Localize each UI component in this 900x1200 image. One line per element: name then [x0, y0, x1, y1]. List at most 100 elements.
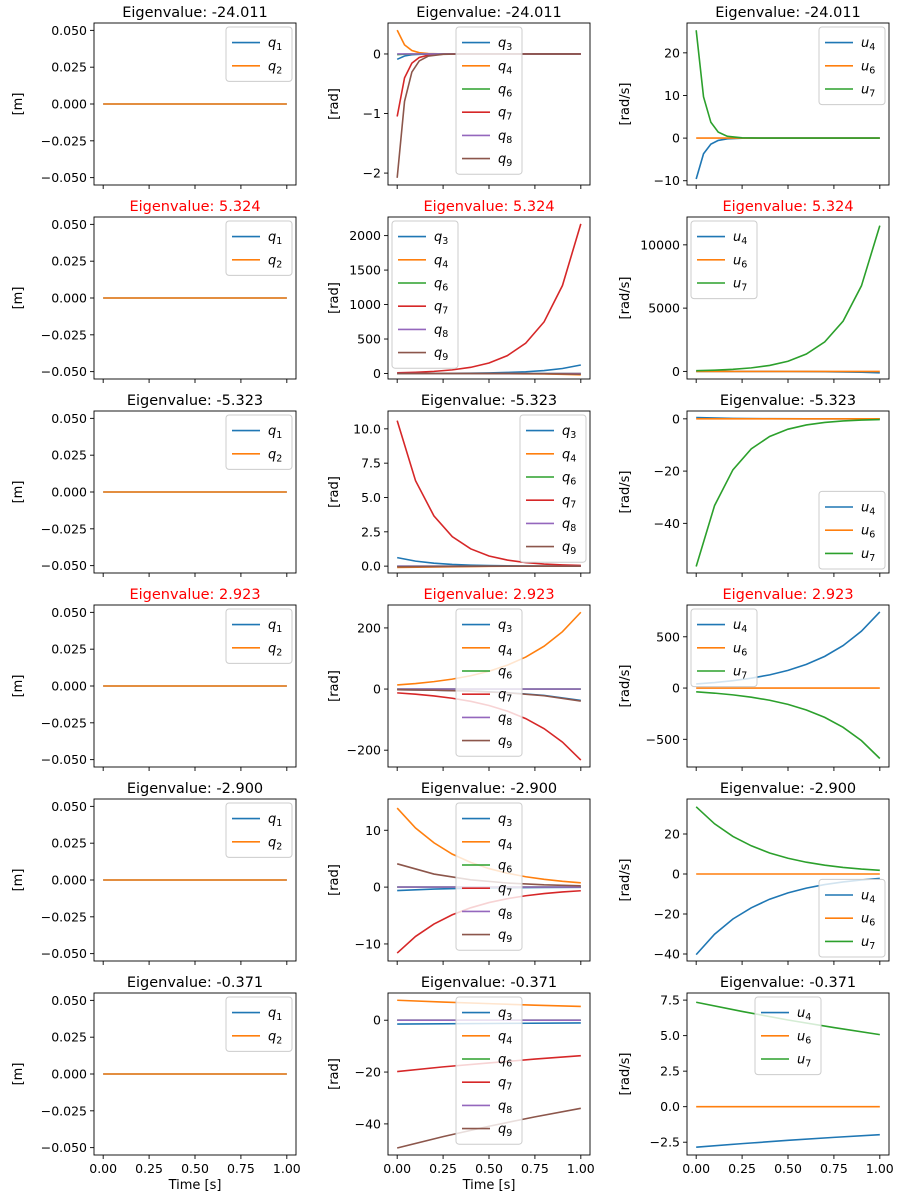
- subplot-title: Eigenvalue: -0.371: [720, 975, 856, 991]
- x-tick-label: 0.25: [429, 1161, 457, 1176]
- legend-subscript: 2: [276, 453, 282, 464]
- legend-subscript: 6: [869, 530, 875, 541]
- x-tick-label: 0.75: [820, 1161, 848, 1176]
- legend-subscript: 2: [276, 259, 282, 270]
- y-tick-label: 0.025: [51, 60, 87, 75]
- subplot-r6-c3: Eigenvalue: -0.371 −2.5 0.0 2.5 5.0 7.5 0.00 0.…: [618, 975, 894, 1176]
- y-tick-label: 500: [357, 332, 381, 347]
- subplot-title: Eigenvalue: 5.324: [129, 199, 260, 215]
- x-tick-label: 0.50: [774, 1161, 802, 1176]
- legend-subscript: 1: [276, 236, 282, 247]
- y-tick-label: 500: [656, 629, 680, 644]
- legend-subscript: 1: [276, 1012, 282, 1023]
- y-tick-label: 20: [664, 827, 680, 842]
- y-tick-label: −2.5: [650, 1135, 680, 1150]
- subplot-r6-c1: Eigenvalue: -0.371 −0.050 −0.025 0.000 0.025…: [11, 975, 301, 1193]
- series-line-u7: [695, 806, 880, 872]
- y-tick-label: 0: [373, 880, 381, 895]
- series-line-q9: [397, 565, 581, 568]
- y-axis-label: [m]: [11, 93, 26, 116]
- y-tick-label: −20: [654, 907, 680, 922]
- y-tick-label: −200: [347, 743, 381, 758]
- subplot-r5-c1: Eigenvalue: -2.900 −0.050 −0.025 0.000 0.025…: [11, 781, 297, 965]
- y-tick-label: 1000: [349, 297, 381, 312]
- y-tick-label: 0.000: [51, 873, 87, 888]
- legend-frame: [391, 220, 459, 369]
- legend-frame: [225, 608, 293, 664]
- y-tick-label: −2: [363, 166, 381, 181]
- y-tick-label: 0.0: [660, 1099, 680, 1114]
- subplot-title: Eigenvalue: 5.324: [722, 199, 853, 215]
- y-tick-label: −0.050: [41, 558, 87, 573]
- y-tick-label: 5000: [648, 301, 680, 316]
- legend-subscript: 9: [506, 934, 512, 945]
- y-tick-label: 0.025: [51, 836, 87, 851]
- legend-subscript: 6: [506, 89, 512, 100]
- legend-subscript: 6: [442, 283, 448, 294]
- subplot-r3-c2: Eigenvalue: -5.323 0.0 2.5 5.0 7.5 10.0 [rad] q…: [327, 393, 591, 577]
- legend-subscript: 9: [442, 352, 448, 363]
- legend-subscript: 7: [869, 553, 875, 564]
- legend-subscript: 2: [276, 841, 282, 852]
- y-tick-label: 2.5: [660, 1064, 680, 1079]
- legend-subscript: 4: [442, 259, 448, 270]
- y-tick-label: 5.0: [361, 490, 381, 505]
- y-tick-label: 0.025: [51, 642, 87, 657]
- y-tick-label: 0: [672, 131, 680, 146]
- x-tick-label: 1.00: [273, 1161, 301, 1176]
- y-tick-label: 2000: [349, 228, 381, 243]
- legend-frame: [455, 26, 523, 175]
- legend-subscript: 4: [506, 647, 512, 658]
- x-axis-label: Time [s]: [462, 1178, 516, 1193]
- legend-subscript: 8: [442, 329, 448, 340]
- subplot-title: Eigenvalue: -2.900: [127, 781, 263, 797]
- y-axis-label: [rad/s]: [618, 859, 633, 902]
- y-tick-label: −10: [654, 173, 680, 188]
- y-tick-label: −0.050: [41, 170, 87, 185]
- legend-subscript: 2: [276, 1035, 282, 1046]
- y-tick-label: 0.025: [51, 1030, 87, 1045]
- legend-subscript: 7: [869, 941, 875, 952]
- legend-frame: [225, 220, 293, 276]
- y-tick-label: 0.025: [51, 448, 87, 463]
- subplot-title: Eigenvalue: -5.323: [421, 393, 557, 409]
- y-tick-label: −0.025: [41, 909, 87, 924]
- y-tick-label: −10: [355, 936, 381, 951]
- legend-subscript: 6: [741, 647, 747, 658]
- legend-subscript: 8: [506, 911, 512, 922]
- y-tick-label: −0.025: [41, 133, 87, 148]
- series-line-u7: [696, 225, 881, 372]
- y-tick-label: 0.000: [51, 97, 87, 112]
- x-tick-label: 0.50: [181, 1161, 209, 1176]
- legend-subscript: 8: [506, 717, 512, 728]
- subplot-title: Eigenvalue: -5.323: [720, 393, 856, 409]
- y-tick-label: 0.000: [51, 291, 87, 306]
- series-line-u4: [696, 1133, 880, 1148]
- subplot-title: Eigenvalue: -24.011: [122, 5, 268, 21]
- y-tick-label: 0.050: [51, 605, 87, 620]
- y-tick-label: 0.000: [51, 1067, 87, 1082]
- x-tick-label: 0.75: [521, 1161, 549, 1176]
- y-tick-label: 0.025: [51, 254, 87, 269]
- y-tick-label: 0: [373, 46, 381, 61]
- y-tick-label: 0.050: [51, 411, 87, 426]
- legend-subscript: 4: [869, 895, 875, 906]
- y-tick-label: 0.050: [51, 799, 87, 814]
- y-axis-label: [m]: [11, 869, 26, 892]
- y-tick-label: −40: [654, 947, 680, 962]
- x-tick-label: 0.50: [475, 1161, 503, 1176]
- y-axis-label: [rad/s]: [618, 277, 633, 320]
- subplot-title: Eigenvalue: 5.324: [423, 199, 554, 215]
- subplot-title: Eigenvalue: 2.923: [129, 587, 260, 603]
- legend-subscript: 9: [506, 158, 512, 169]
- legend-subscript: 8: [506, 1105, 512, 1116]
